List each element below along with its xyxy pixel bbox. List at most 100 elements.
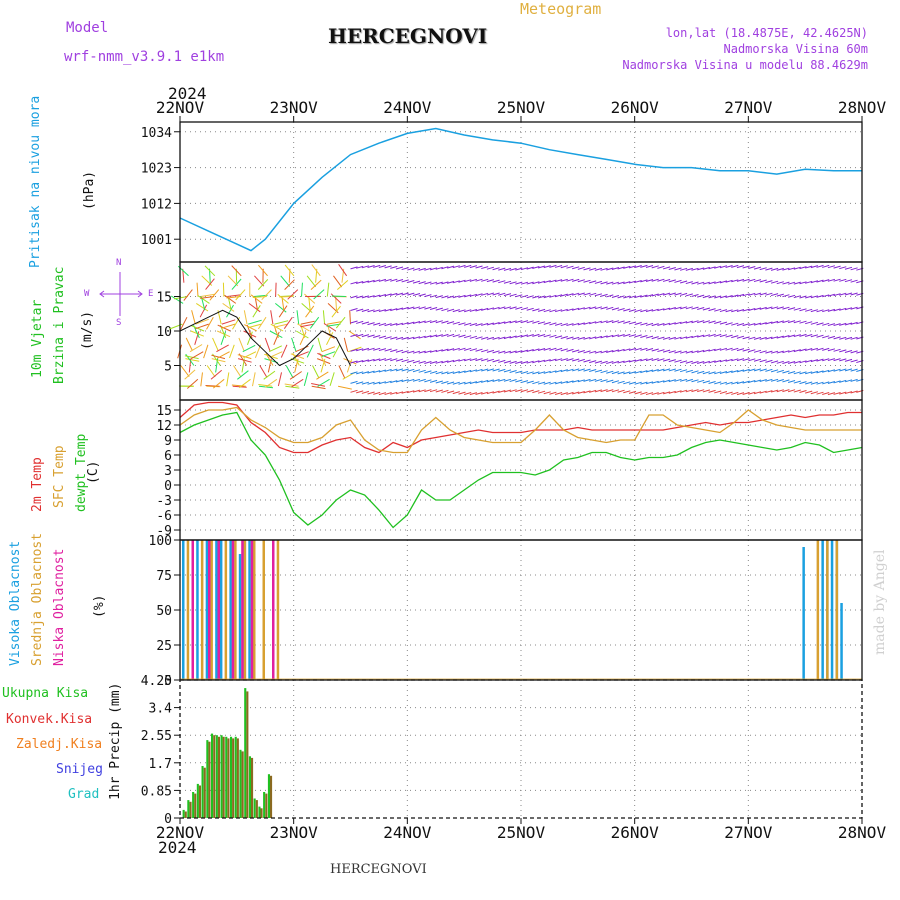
x-tick-label-bottom: 22NOV bbox=[156, 823, 205, 842]
wind-barb bbox=[748, 266, 756, 269]
wind-barb bbox=[600, 306, 608, 310]
wind-barb bbox=[401, 267, 409, 271]
wind-barb bbox=[407, 336, 415, 340]
wind-barb bbox=[464, 294, 472, 298]
wind-barb bbox=[759, 279, 767, 283]
wind-barb bbox=[197, 295, 210, 304]
wind-barb bbox=[407, 390, 415, 394]
wind-barb bbox=[787, 380, 796, 383]
precip-total-bar bbox=[215, 735, 218, 818]
wind-barb bbox=[242, 344, 256, 353]
wind-barb bbox=[725, 334, 733, 338]
wind-barb bbox=[799, 320, 807, 324]
wind-barb bbox=[486, 349, 495, 353]
y-tick-label: 9 bbox=[164, 434, 172, 449]
wind-barb bbox=[441, 295, 449, 299]
wind-barb bbox=[839, 391, 847, 395]
wind-barb bbox=[543, 309, 551, 313]
wind-barb bbox=[765, 390, 773, 394]
wind-barb bbox=[492, 379, 500, 382]
wind-barb bbox=[322, 310, 326, 325]
wind-barb bbox=[685, 281, 693, 285]
wind-barb bbox=[503, 369, 512, 373]
wind-barb bbox=[668, 359, 676, 363]
wind-barb bbox=[486, 336, 495, 340]
precip-conv-bar bbox=[246, 691, 249, 818]
wind-barb bbox=[361, 390, 370, 394]
wind-barb bbox=[475, 323, 483, 327]
wind-barb bbox=[662, 368, 671, 372]
wind-barb bbox=[805, 280, 813, 284]
wind-barb bbox=[549, 279, 557, 283]
wind-barb bbox=[373, 279, 381, 283]
wind-barb bbox=[844, 379, 853, 383]
wind-barb bbox=[373, 294, 381, 298]
wind-barb bbox=[799, 360, 807, 364]
precip-conv-bar bbox=[260, 808, 263, 818]
precip-total-bar bbox=[239, 749, 242, 818]
wind-barb bbox=[611, 295, 620, 298]
wind-barb bbox=[770, 360, 779, 364]
wind-barb bbox=[390, 368, 398, 372]
wind-barb bbox=[327, 324, 332, 339]
wind-barb bbox=[628, 371, 637, 375]
wind-barb bbox=[674, 336, 682, 340]
wind-barb bbox=[787, 389, 796, 393]
y-tick-label: 15 bbox=[156, 291, 172, 306]
wind-barb bbox=[787, 281, 796, 285]
wind-barb bbox=[446, 308, 455, 312]
precip-conv-bar bbox=[217, 736, 220, 818]
wind-barb bbox=[572, 358, 580, 362]
wind-barb bbox=[418, 281, 426, 285]
wind-barb bbox=[492, 292, 500, 296]
lonlat-text: lon,lat (18.4875E, 42.4625N) bbox=[665, 26, 868, 40]
wind-barb bbox=[844, 322, 853, 326]
wind-barb bbox=[782, 389, 790, 393]
wind-barb bbox=[395, 358, 404, 362]
wind-barb bbox=[577, 368, 585, 372]
cloud-mid-bar bbox=[276, 540, 280, 680]
wind-barb bbox=[708, 389, 716, 393]
wind-barb bbox=[481, 322, 489, 326]
wind-barb bbox=[782, 361, 790, 365]
wind-barb bbox=[770, 378, 779, 382]
wind-barb bbox=[827, 278, 836, 282]
wind-barb bbox=[509, 350, 517, 354]
wind-barb bbox=[816, 391, 824, 395]
wind-barb bbox=[736, 309, 745, 312]
wind-barb bbox=[543, 280, 551, 284]
wind-barb bbox=[850, 306, 858, 310]
wind-barb bbox=[844, 307, 853, 311]
wind-barb bbox=[509, 370, 517, 373]
wind-barb bbox=[634, 370, 642, 374]
precip-total-bar bbox=[192, 792, 195, 818]
wind-barb bbox=[748, 358, 756, 362]
wind-barb bbox=[657, 368, 665, 372]
wind-barb bbox=[566, 368, 574, 372]
wind-barb bbox=[204, 265, 216, 277]
wind-barb bbox=[714, 348, 722, 352]
wind-barb bbox=[799, 281, 807, 285]
wind-barb bbox=[725, 370, 733, 374]
wind-barb bbox=[191, 310, 196, 324]
wind-barb bbox=[748, 368, 756, 372]
wind-barb bbox=[816, 294, 824, 298]
wind-barb bbox=[333, 275, 343, 288]
wind-barb bbox=[628, 390, 637, 394]
wind-barb bbox=[589, 306, 597, 310]
wind-barb bbox=[662, 379, 671, 383]
x-tick-label-top: 23NOV bbox=[270, 98, 319, 117]
wind-barb bbox=[645, 335, 654, 339]
wind-barb bbox=[378, 265, 387, 269]
wind-barb bbox=[475, 380, 483, 384]
wind-barb bbox=[708, 360, 716, 364]
wind-barb bbox=[805, 295, 813, 299]
wind-barb bbox=[331, 305, 341, 318]
wind-barb bbox=[356, 348, 364, 352]
wind-barb bbox=[566, 391, 574, 395]
wind-barb bbox=[657, 380, 665, 384]
wind-barb bbox=[572, 368, 580, 372]
wind-barb bbox=[543, 381, 551, 385]
wind-barb bbox=[458, 294, 466, 298]
wind-barb bbox=[731, 322, 739, 326]
